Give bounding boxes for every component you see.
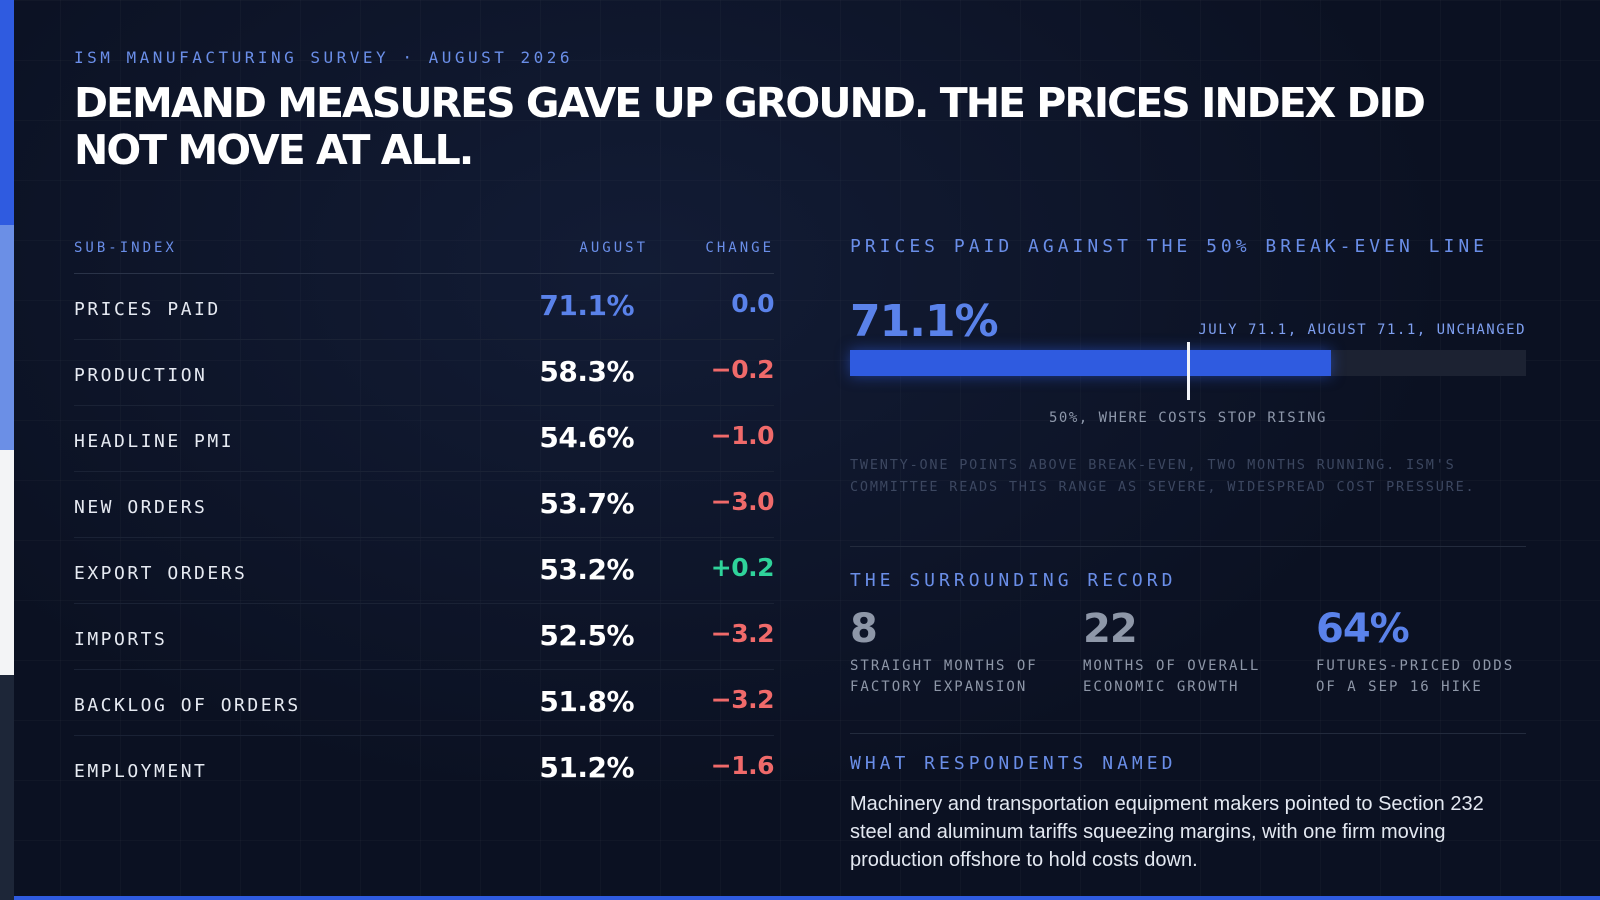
section-divider: [850, 733, 1526, 734]
respondents-title: WHAT RESPONDENTS NAMED: [850, 753, 1177, 774]
stat-value: 22: [1083, 606, 1138, 652]
row-august-value: 53.2%: [539, 553, 634, 586]
column-header-august: AUGUST: [579, 240, 648, 256]
row-change-value: −3.0: [710, 487, 775, 516]
row-name: BACKLOG OF ORDERS: [74, 695, 301, 716]
stripe-segment: [0, 0, 14, 225]
row-august-value: 53.7%: [539, 487, 634, 520]
row-august-value: 51.8%: [539, 685, 634, 718]
left-accent-stripe: [0, 0, 14, 900]
stripe-segment: [0, 225, 14, 450]
row-change-value: −1.6: [710, 751, 775, 780]
record-title: THE SURROUNDING RECORD: [850, 570, 1177, 591]
row-change-value: +0.2: [710, 553, 775, 582]
table-row: BACKLOG OF ORDERS 51.8% −3.2: [74, 670, 775, 736]
row-name: HEADLINE PMI: [74, 431, 235, 452]
breakeven-marker: [1187, 342, 1190, 400]
row-change-value: −1.0: [710, 421, 775, 450]
table-row: EMPLOYMENT 51.2% −1.6: [74, 736, 775, 801]
table-row: PRICES PAID 71.1% 0.0: [74, 274, 774, 340]
row-august-value: 54.6%: [539, 421, 634, 454]
table-row: PRODUCTION 58.3% −0.2: [74, 340, 775, 406]
row-name: PRICES PAID: [74, 299, 221, 320]
stripe-segment: [0, 450, 14, 675]
row-name: PRODUCTION: [74, 365, 208, 386]
row-change-value: 0.0: [731, 289, 774, 318]
breakeven-marker-label: 50%, WHERE COSTS STOP RISING: [1048, 410, 1327, 426]
respondents-text: Machinery and transportation equipment m…: [850, 793, 1484, 871]
row-august-value: 71.1%: [539, 289, 634, 322]
row-august-value: 51.2%: [539, 751, 634, 784]
section-divider: [850, 546, 1526, 547]
table-header: SUB-INDEX AUGUST CHANGE: [74, 234, 774, 274]
row-name: IMPORTS: [74, 629, 168, 650]
stat-value: 8: [850, 606, 878, 652]
eyebrow-label: ISM MANUFACTURING SURVEY · AUGUST 2026: [74, 48, 574, 67]
sub-index-table: SUB-INDEX AUGUST CHANGE PRICES PAID 71.1…: [74, 234, 775, 801]
stat-label: FUTURES-PRICED ODDS OF A SEP 16 HIKE: [1316, 658, 1515, 695]
prices-panel-title: PRICES PAID AGAINST THE 50% BREAK-EVEN L…: [850, 236, 1488, 257]
column-header-sub-index: SUB-INDEX: [74, 240, 177, 256]
stat-label: STRAIGHT MONTHS OF FACTORY EXPANSION: [850, 658, 1038, 695]
record-stat-growth: 22 MONTHS OF OVERALL ECONOMIC GROWTH: [1083, 606, 1303, 698]
row-change-value: −3.2: [710, 685, 775, 714]
record-stat-hike-odds: 64% FUTURES-PRICED ODDS OF A SEP 16 HIKE: [1316, 606, 1536, 698]
page-headline: Demand measures gave up ground. The pric…: [74, 79, 1426, 174]
table-row: EXPORT ORDERS 53.2% +0.2: [74, 538, 775, 604]
prices-bar-note: JULY 71.1, AUGUST 71.1, UNCHANGED: [1198, 322, 1526, 338]
row-august-value: 58.3%: [539, 355, 634, 388]
prices-big-value: 71.1%: [850, 296, 999, 347]
stat-value: 64%: [1316, 606, 1410, 652]
row-change-value: −0.2: [710, 355, 775, 384]
row-name: EMPLOYMENT: [74, 761, 208, 782]
record-stat-expansion: 8 STRAIGHT MONTHS OF FACTORY EXPANSION: [850, 606, 1070, 698]
row-name: NEW ORDERS: [74, 497, 208, 518]
table-row: NEW ORDERS 53.7% −3.0: [74, 472, 775, 538]
stripe-segment: [0, 675, 14, 900]
row-august-value: 52.5%: [539, 619, 634, 652]
row-name: EXPORT ORDERS: [74, 563, 248, 584]
prices-description: Twenty-one points above break-even, two …: [850, 457, 1476, 495]
stat-label: MONTHS OF OVERALL ECONOMIC GROWTH: [1083, 658, 1261, 695]
column-header-change: CHANGE: [705, 240, 774, 256]
bottom-accent-bar: [14, 896, 1600, 900]
prices-bar-fill: [850, 350, 1331, 376]
prices-bar-track: [850, 350, 1526, 376]
table-row: IMPORTS 52.5% −3.2: [74, 604, 775, 670]
row-change-value: −3.2: [710, 619, 775, 648]
table-row: HEADLINE PMI 54.6% −1.0: [74, 406, 775, 472]
